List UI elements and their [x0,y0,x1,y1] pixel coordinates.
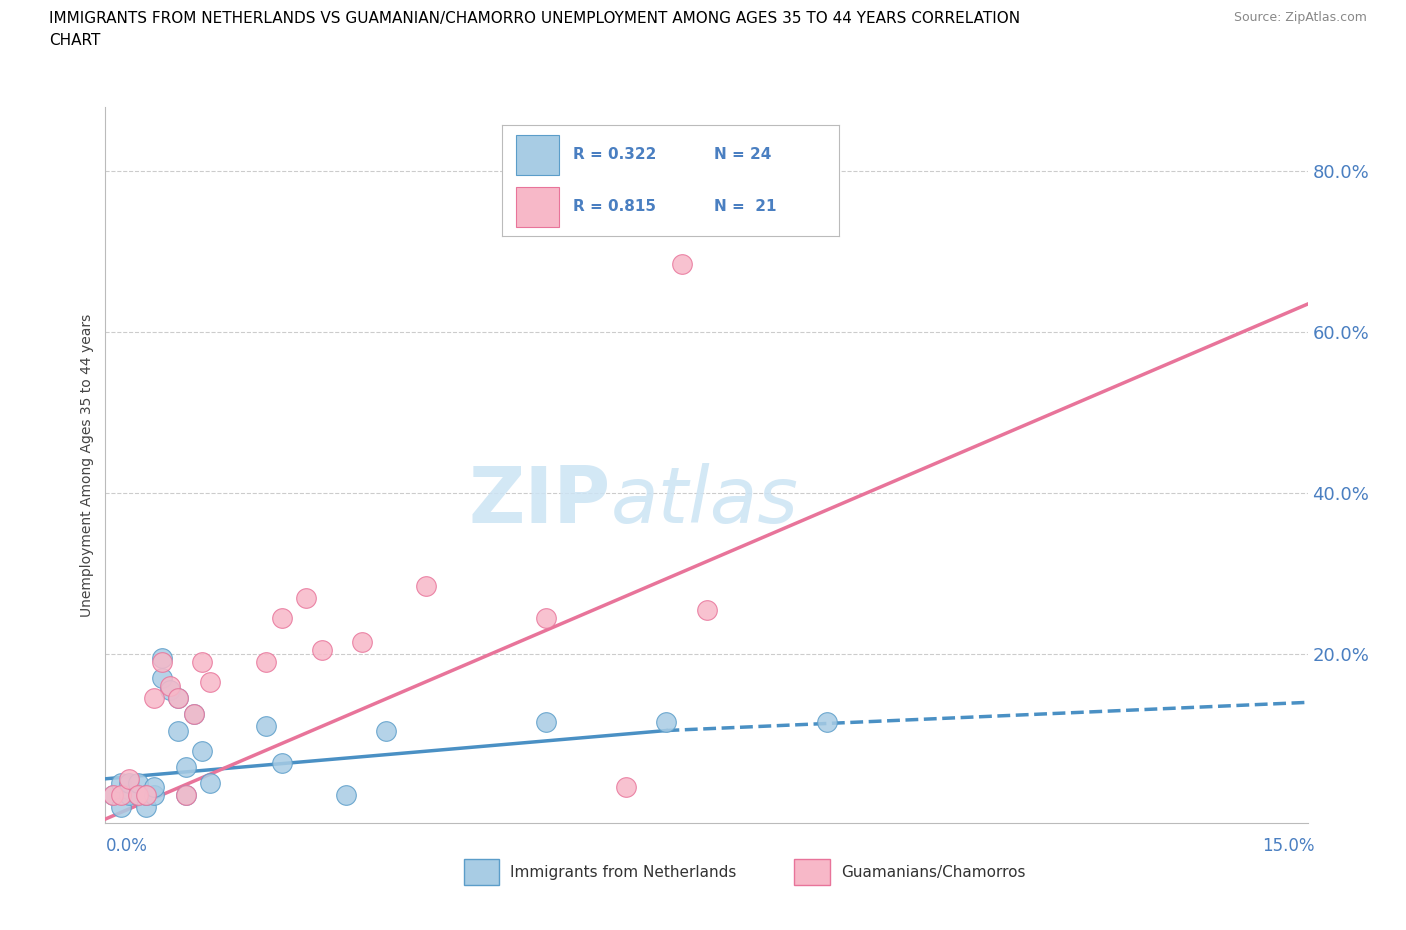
Point [150,671,173,685]
Point [127,788,149,803]
Text: Source: ZipAtlas.com: Source: ZipAtlas.com [1233,11,1367,24]
Text: ZIP: ZIP [468,463,610,538]
Point [135,788,157,803]
Point [166,724,188,738]
Point [183,707,205,722]
Point [110,776,132,790]
Point [118,776,141,790]
Point [142,691,165,706]
Point [295,591,318,605]
Point [534,715,557,730]
Point [534,610,557,625]
Text: 15.0%: 15.0% [1263,837,1315,855]
Point [374,724,398,738]
Point [159,679,181,694]
Y-axis label: Unemployment Among Ages 35 to 44 years: Unemployment Among Ages 35 to 44 years [80,313,94,617]
Text: atlas: atlas [610,463,799,538]
Point [142,788,165,803]
Point [190,655,212,670]
Text: Immigrants from Netherlands: Immigrants from Netherlands [510,865,737,880]
Point [815,715,838,730]
Point [671,257,693,272]
Point [135,788,157,803]
Point [254,719,277,734]
Point [142,779,165,794]
Point [103,788,125,803]
Point [311,643,333,658]
Point [103,788,125,803]
Text: CHART: CHART [49,33,101,47]
Point [183,707,205,722]
Point [174,759,197,774]
Point [190,743,212,758]
Point [127,776,149,790]
Point [655,715,678,730]
Point [110,788,132,803]
Point [350,634,373,649]
Point [166,691,188,706]
Point [166,691,188,706]
Point [174,788,197,803]
Point [254,655,277,670]
Point [198,776,221,790]
Point [150,655,173,670]
Point [159,683,181,698]
Point [127,788,149,803]
Point [150,651,173,666]
Point [135,800,157,815]
Point [110,800,132,815]
Point [270,755,292,770]
Point [616,779,638,794]
Point [174,788,197,803]
Point [415,578,437,593]
Text: 0.0%: 0.0% [105,837,148,855]
Point [270,610,292,625]
Point [335,788,357,803]
Text: IMMIGRANTS FROM NETHERLANDS VS GUAMANIAN/CHAMORRO UNEMPLOYMENT AMONG AGES 35 TO : IMMIGRANTS FROM NETHERLANDS VS GUAMANIAN… [49,11,1021,26]
Text: Guamanians/Chamorros: Guamanians/Chamorros [841,865,1025,880]
Point [118,788,141,803]
Point [118,771,141,786]
Point [696,603,718,618]
Point [198,675,221,690]
